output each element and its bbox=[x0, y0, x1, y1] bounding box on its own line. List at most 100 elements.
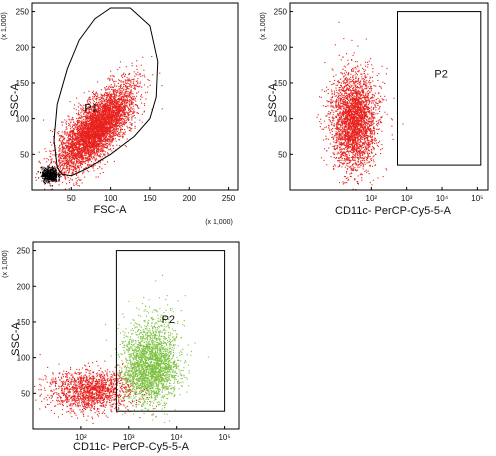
event-point bbox=[60, 141, 62, 143]
event-point bbox=[67, 134, 69, 136]
event-point bbox=[113, 76, 115, 78]
event-point bbox=[68, 163, 70, 165]
event-point bbox=[102, 129, 104, 131]
event-point bbox=[90, 137, 92, 139]
event-point bbox=[97, 137, 99, 139]
event-point bbox=[93, 142, 95, 144]
event-point bbox=[116, 129, 118, 131]
event-point bbox=[95, 157, 97, 159]
event-point bbox=[116, 130, 118, 132]
event-point bbox=[80, 128, 82, 130]
event-point bbox=[117, 124, 119, 126]
event-point bbox=[77, 126, 79, 128]
event-point bbox=[76, 180, 78, 182]
event-point bbox=[92, 90, 94, 92]
event-point bbox=[106, 95, 108, 97]
event-point bbox=[86, 151, 88, 153]
event-point bbox=[71, 157, 73, 159]
event-point bbox=[73, 167, 75, 169]
event-point bbox=[124, 103, 126, 105]
event-point bbox=[91, 119, 93, 121]
event-point bbox=[112, 123, 114, 125]
event-point bbox=[50, 159, 52, 161]
event-point bbox=[68, 180, 70, 182]
event-point bbox=[102, 121, 104, 123]
event-point bbox=[76, 162, 78, 164]
event-point bbox=[91, 92, 93, 94]
event-point bbox=[113, 97, 115, 99]
event-point bbox=[107, 105, 109, 107]
event-point bbox=[100, 94, 102, 96]
event-point bbox=[70, 127, 72, 129]
event-point bbox=[92, 166, 94, 168]
event-point bbox=[80, 155, 82, 157]
event-point bbox=[61, 131, 63, 133]
event-point bbox=[88, 146, 90, 148]
event-point bbox=[121, 104, 123, 106]
event-point bbox=[69, 147, 71, 149]
event-point bbox=[58, 161, 60, 163]
event-point bbox=[122, 106, 124, 108]
event-point bbox=[82, 128, 84, 130]
event-point bbox=[58, 140, 60, 142]
event-point bbox=[112, 86, 114, 88]
event-point bbox=[114, 130, 116, 132]
event-point bbox=[77, 146, 79, 148]
event-point bbox=[96, 97, 98, 99]
event-point bbox=[111, 119, 113, 121]
event-point bbox=[92, 113, 94, 115]
event-point bbox=[89, 139, 91, 141]
event-point bbox=[139, 83, 141, 85]
event-point bbox=[112, 139, 114, 141]
event-point bbox=[112, 105, 114, 107]
event-point bbox=[94, 111, 96, 113]
event-point bbox=[68, 140, 70, 142]
event-point bbox=[134, 121, 136, 123]
event-point bbox=[80, 158, 82, 160]
event-point bbox=[125, 83, 127, 85]
event-point bbox=[94, 159, 96, 161]
event-point bbox=[85, 108, 87, 110]
event-point bbox=[100, 93, 102, 95]
event-point bbox=[87, 131, 89, 133]
event-point bbox=[61, 163, 63, 165]
event-point bbox=[125, 102, 127, 104]
event-point bbox=[68, 160, 70, 162]
event-point bbox=[93, 143, 95, 145]
event-point bbox=[127, 86, 129, 88]
event-point bbox=[75, 170, 77, 172]
event-point bbox=[110, 117, 112, 119]
event-point bbox=[127, 107, 129, 109]
event-point bbox=[83, 110, 85, 112]
event-point bbox=[86, 143, 88, 145]
event-point bbox=[125, 122, 127, 124]
event-point bbox=[115, 113, 117, 115]
event-point bbox=[69, 150, 71, 152]
event-point bbox=[61, 160, 63, 162]
event-point bbox=[133, 71, 135, 73]
event-point bbox=[76, 126, 78, 128]
event-point bbox=[112, 89, 114, 91]
event-point bbox=[99, 146, 101, 148]
event-point bbox=[127, 91, 129, 93]
event-point bbox=[53, 141, 55, 143]
event-point bbox=[85, 122, 87, 124]
event-point bbox=[86, 148, 88, 150]
event-point bbox=[77, 149, 79, 151]
event-point bbox=[79, 122, 81, 124]
event-point bbox=[109, 130, 111, 132]
event-point bbox=[88, 149, 90, 151]
event-point bbox=[74, 138, 76, 140]
event-point bbox=[81, 139, 83, 141]
event-point bbox=[63, 147, 65, 149]
event-point bbox=[114, 97, 116, 99]
event-point bbox=[111, 111, 113, 113]
event-point bbox=[86, 144, 88, 146]
event-point bbox=[73, 132, 75, 134]
event-point bbox=[95, 109, 97, 111]
event-point bbox=[79, 135, 81, 137]
event-point bbox=[138, 91, 140, 93]
event-point bbox=[92, 149, 94, 151]
event-point bbox=[102, 143, 104, 145]
event-point bbox=[120, 90, 122, 92]
